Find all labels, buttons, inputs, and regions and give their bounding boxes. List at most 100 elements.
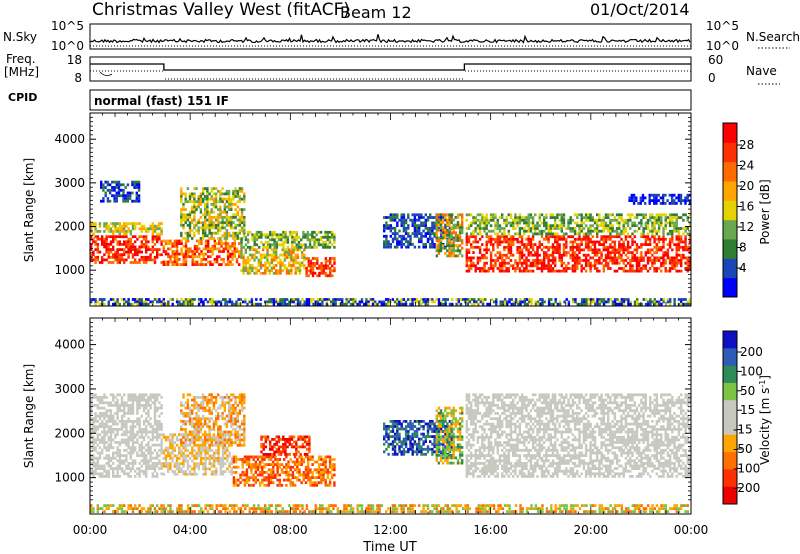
power-echo-cell: [305, 271, 308, 275]
power-echo-cell: [448, 252, 451, 255]
power-echo-cell: [611, 259, 614, 262]
power-echo-cell: [551, 227, 555, 230]
power-echo-cell: [283, 253, 287, 257]
velocity-echo-cell: [208, 459, 211, 463]
power-echo-cell: [103, 224, 106, 228]
power-echo-cell: [536, 248, 539, 252]
power-echo-cell: [587, 248, 590, 252]
power-echo-cell: [558, 251, 561, 254]
power-echo-cell: [200, 260, 203, 264]
power-echo-cell: [549, 232, 552, 236]
power-echo-cell: [322, 266, 325, 270]
velocity-echo-cell: [169, 438, 172, 442]
power-echo-cell: [206, 197, 209, 201]
power-echo-cell: [450, 252, 453, 255]
power-echo-cell: [238, 223, 242, 227]
power-echo-cell: [275, 253, 278, 257]
power-echo-cell: [607, 216, 610, 219]
power-echo-cell: [549, 229, 552, 233]
power-echo-cell: [671, 259, 674, 262]
power-echo-cell: [98, 250, 102, 254]
power-echo-cell: [461, 228, 464, 232]
power-echo-cell: [404, 245, 408, 249]
velocity-echo-cell: [103, 422, 106, 426]
power-echo-cell: [311, 230, 314, 234]
power-echo-cell: [435, 231, 438, 235]
power-echo-cell: [609, 245, 612, 249]
velocity-echo-cell: [90, 430, 93, 434]
velocity-echo-cell: [153, 443, 157, 447]
velocity-echo-cell: [103, 393, 106, 397]
power-echo-cell: [446, 234, 449, 237]
velocity-echo-cell: [118, 467, 121, 470]
power-echo-cell: [145, 243, 148, 246]
power-echo-cell: [142, 227, 146, 231]
power-echo-cell: [195, 229, 198, 232]
power-echo-cell: [512, 237, 515, 241]
power-echo-cell: [415, 298, 419, 301]
power-echo-cell: [662, 213, 665, 217]
power-echo-cell: [156, 255, 159, 259]
power-echo-cell: [673, 213, 676, 217]
power-echo-cell: [467, 251, 471, 254]
power-echo-cell: [238, 197, 242, 201]
power-echo-cell: [113, 188, 116, 192]
power-echo-cell: [127, 230, 130, 233]
power-echo-cell: [657, 229, 661, 233]
power-echo-cell: [96, 243, 99, 246]
velocity-echo-cell: [149, 422, 152, 426]
velocity-echo-cell: [129, 462, 132, 465]
power-echo-cell: [536, 256, 539, 260]
velocity-echo-cell: [116, 433, 119, 437]
power-echo-cell: [547, 253, 550, 257]
power-echo-cell: [484, 298, 487, 301]
power-echo-cell: [285, 271, 289, 275]
nsky-frame: [89, 23, 692, 50]
velocity-echo-cell: [101, 464, 104, 468]
power-echo-cell: [567, 221, 570, 225]
power-echo-cell: [149, 300, 152, 304]
power-echo-cell: [275, 235, 279, 239]
power-echo-cell: [549, 245, 552, 249]
velocity-echo-cell: [120, 428, 124, 431]
power-echo-cell: [441, 234, 445, 237]
power-echo-cell: [214, 192, 218, 196]
velocity-echo-cell: [167, 454, 170, 458]
power-echo-cell: [305, 298, 309, 301]
power-echo-cell: [104, 186, 107, 189]
velocity-echo-cell: [96, 451, 99, 455]
power-echo-cell: [675, 245, 678, 249]
velocity-echo-cell: [101, 475, 104, 478]
power-echo-cell: [259, 266, 263, 270]
power-echo-cell: [299, 300, 302, 304]
power-echo-cell: [587, 216, 590, 219]
power-echo-cell: [249, 230, 252, 234]
power-echo-cell: [589, 261, 592, 265]
power-echo-cell: [521, 300, 524, 304]
velocity-echo-cell: [171, 457, 174, 460]
power-echo-cell: [560, 269, 563, 273]
power-echo-cell: [120, 248, 124, 251]
power-echo-cell: [520, 256, 524, 260]
power-echo-cell: [193, 187, 196, 190]
power-echo-cell: [431, 226, 434, 230]
power-echo-cell: [543, 261, 546, 265]
power-echo-cell: [531, 216, 535, 219]
power-echo-cell: [234, 234, 237, 238]
velocity-echo-cell: [162, 433, 165, 437]
power-echo-cell: [495, 300, 498, 304]
power-echo-cell: [680, 269, 683, 273]
power-echo-cell: [558, 227, 561, 230]
power-echo-cell: [458, 228, 462, 232]
power-echo-cell: [201, 226, 205, 230]
power-echo-cell: [680, 216, 683, 219]
power-echo-cell: [224, 247, 228, 251]
power-echo-cell: [301, 264, 304, 267]
power-echo-cell: [169, 239, 172, 243]
velocity-echo-cell: [96, 404, 99, 407]
power-echo-cell: [631, 269, 634, 273]
velocity-echo-cell: [101, 420, 104, 423]
velocity-echo-cell: [103, 469, 106, 473]
power-echo-cell: [221, 197, 224, 201]
velocity-echo-cell: [193, 449, 196, 452]
